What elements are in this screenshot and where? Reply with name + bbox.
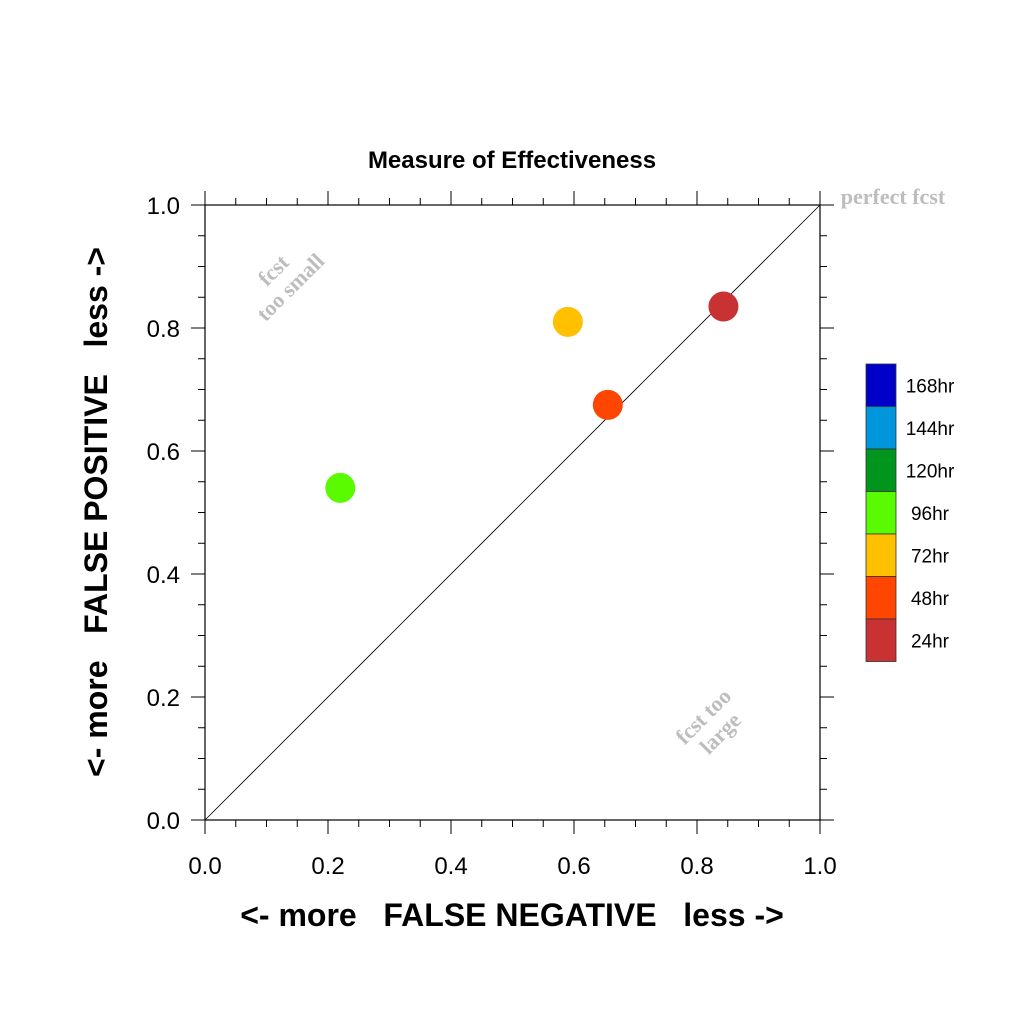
legend-swatch — [865, 491, 897, 535]
data-point — [592, 389, 623, 420]
legend-label: 24hr — [911, 631, 950, 652]
legend-swatch — [865, 406, 897, 450]
x-tick-label: 0.8 — [680, 853, 713, 880]
data-point — [552, 306, 583, 337]
chart-title: Measure of Effectiveness — [368, 147, 656, 174]
data-points — [325, 291, 739, 503]
y-tick-label: 0.0 — [147, 808, 180, 835]
legend-label: 144hr — [906, 419, 955, 440]
y-tick-labels: 0.0 0.2 0.4 0.6 0.8 1.0 — [147, 193, 180, 835]
legend-label: 72hr — [911, 546, 950, 567]
legend-swatch — [865, 618, 897, 662]
y-tick-label: 0.4 — [147, 562, 180, 589]
y-axis-title: <- more FALSE POSITIVE less -> — [78, 247, 114, 777]
x-tick-label: 0.4 — [434, 853, 467, 880]
y-tick-label: 0.8 — [147, 316, 180, 343]
annotation-too-small-line2: too small — [251, 248, 329, 326]
legend-label: 168hr — [906, 376, 955, 397]
data-point — [708, 291, 739, 322]
legend-label: 120hr — [906, 461, 955, 482]
legend-swatch — [865, 363, 897, 407]
legend-swatch — [865, 533, 897, 577]
annotation-perfect-fcst: perfect fcst — [841, 184, 946, 209]
x-tick-label: 1.0 — [803, 853, 836, 880]
annotation-too-large: fcst too large — [670, 683, 746, 758]
x-tick-labels: 0.0 0.2 0.4 0.6 0.8 1.0 — [188, 853, 836, 880]
axis-ticks — [191, 191, 834, 834]
annotation-too-small: fcst too small — [251, 248, 329, 326]
x-tick-label: 0.0 — [188, 853, 221, 880]
y-tick-label: 0.2 — [147, 685, 180, 712]
data-point — [325, 472, 356, 503]
x-tick-label: 0.2 — [311, 853, 344, 880]
y-tick-label: 0.6 — [147, 439, 180, 466]
x-tick-label: 0.6 — [557, 853, 590, 880]
y-tick-label: 1.0 — [147, 193, 180, 220]
legend-swatch — [865, 576, 897, 620]
legend: 168hr 144hr 120hr 96hr 72hr 48hr 24hr — [865, 363, 955, 662]
x-axis-title: <- more FALSE NEGATIVE less -> — [240, 897, 784, 933]
legend-label: 96hr — [911, 504, 950, 525]
legend-swatch — [865, 448, 897, 492]
legend-label: 48hr — [911, 589, 950, 610]
